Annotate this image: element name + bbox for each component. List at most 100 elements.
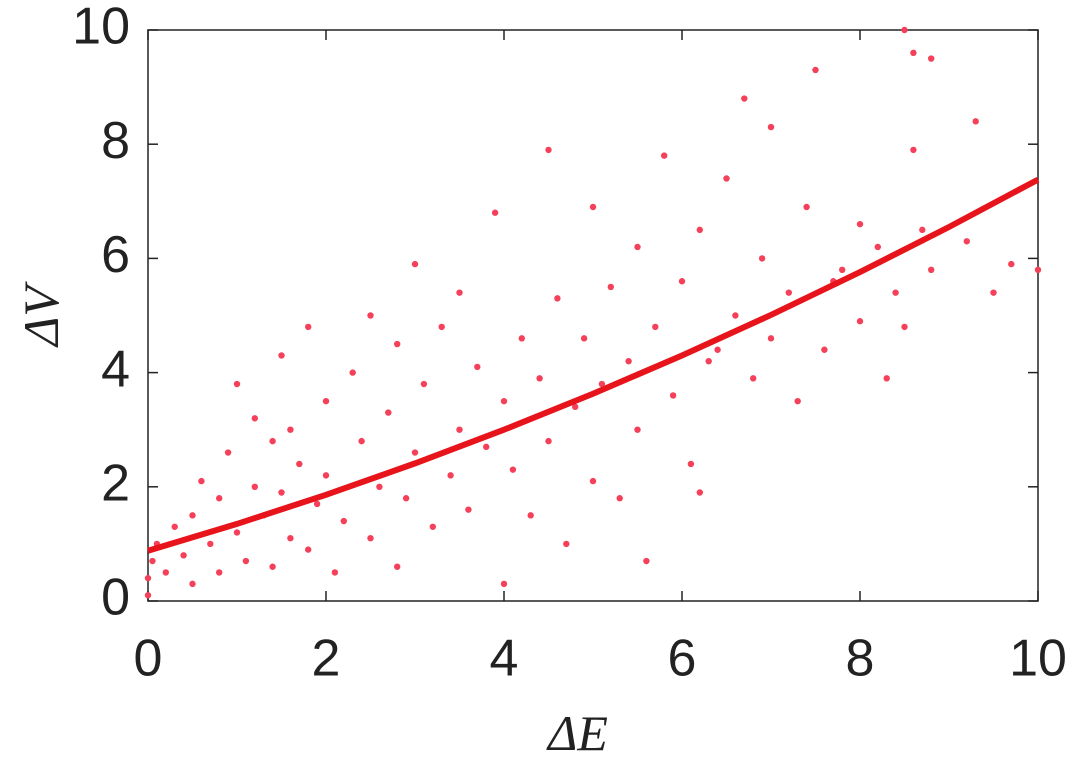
scatter-point bbox=[149, 557, 156, 565]
scatter-point bbox=[465, 506, 472, 513]
x-tick-label: 8 bbox=[846, 630, 875, 688]
scatter-point bbox=[767, 335, 775, 342]
scatter-point bbox=[376, 483, 383, 490]
scatter-point bbox=[963, 238, 970, 245]
scatter-point bbox=[394, 563, 401, 570]
scatter-point bbox=[207, 540, 214, 548]
scatter-point bbox=[990, 289, 997, 296]
scatter-point bbox=[385, 409, 392, 416]
scatter-point bbox=[420, 380, 428, 388]
y-tick-label: 6 bbox=[101, 226, 130, 284]
scatter-point bbox=[189, 512, 196, 519]
scatter-point bbox=[269, 563, 276, 570]
scatter-point bbox=[696, 489, 703, 496]
scatter-point bbox=[856, 318, 864, 325]
scatter-point bbox=[661, 152, 668, 159]
x-tick-label: 10 bbox=[1009, 630, 1067, 688]
x-tick-label: 6 bbox=[668, 630, 697, 688]
scatter-point bbox=[242, 557, 250, 565]
y-tick-label: 8 bbox=[101, 112, 130, 170]
scatter-point bbox=[883, 375, 890, 382]
scatter-point bbox=[180, 552, 187, 559]
scatter-point bbox=[447, 472, 454, 479]
scatter-point bbox=[545, 437, 552, 445]
scatter-point bbox=[305, 546, 312, 553]
scatter-point bbox=[224, 449, 232, 456]
scatter-point bbox=[803, 203, 810, 211]
scatter-point bbox=[500, 397, 508, 405]
scatter-point bbox=[296, 460, 303, 468]
scatter-point bbox=[358, 437, 365, 445]
plot-frame bbox=[147, 29, 1039, 602]
scatter-point bbox=[901, 323, 908, 331]
y-tick-label: 10 bbox=[72, 0, 130, 56]
scatter-point bbox=[901, 26, 908, 34]
scatter-point bbox=[705, 357, 712, 365]
scatter-point bbox=[794, 397, 801, 405]
fit-line bbox=[147, 176, 1040, 554]
scatter-point bbox=[634, 426, 641, 433]
scatter-point bbox=[589, 477, 597, 485]
scatter-point bbox=[607, 283, 614, 291]
scatter-point bbox=[821, 346, 828, 353]
scatter-point bbox=[669, 392, 677, 399]
scatter-point bbox=[313, 500, 321, 508]
scatter-point bbox=[910, 146, 917, 154]
scatter-point bbox=[767, 123, 775, 131]
scatter-point bbox=[696, 226, 703, 234]
scatter-point bbox=[474, 363, 481, 371]
scatter-point bbox=[162, 569, 169, 576]
scatter-point bbox=[349, 369, 356, 376]
scatter-point bbox=[812, 66, 819, 74]
scatter-point bbox=[643, 557, 650, 565]
y-tick-label: 2 bbox=[101, 455, 130, 513]
scatter-point bbox=[322, 397, 330, 405]
x-tick-label: 4 bbox=[490, 630, 519, 688]
scatter-point bbox=[305, 323, 312, 331]
y-tick-label: 4 bbox=[101, 340, 130, 398]
scatter-point bbox=[1034, 266, 1042, 274]
scatter-point bbox=[536, 375, 543, 382]
scatter-point bbox=[678, 278, 686, 285]
scatter-point bbox=[189, 580, 196, 588]
scatter-point bbox=[322, 472, 330, 479]
scatter-point bbox=[652, 323, 659, 331]
scatter-point bbox=[331, 569, 339, 576]
scatter-point bbox=[625, 357, 632, 365]
scatter-point bbox=[634, 243, 641, 251]
scatter-point bbox=[563, 540, 570, 548]
scatter-point bbox=[340, 517, 347, 525]
scatter-point bbox=[741, 95, 748, 102]
scatter-point bbox=[278, 352, 285, 359]
x-tick-label: 0 bbox=[134, 630, 163, 688]
scatter-point bbox=[402, 495, 410, 502]
x-axis-label: ΔE bbox=[546, 705, 608, 761]
scatter-point bbox=[216, 569, 223, 576]
scatter-point bbox=[367, 534, 374, 542]
scatter-point bbox=[518, 335, 525, 342]
scatter-point bbox=[491, 209, 499, 216]
scatter-point bbox=[233, 380, 241, 388]
scatter-point bbox=[554, 295, 561, 302]
scatter-point bbox=[785, 289, 792, 296]
scatter-point bbox=[269, 437, 276, 445]
scatter-point bbox=[714, 346, 721, 353]
scatter-point bbox=[972, 118, 979, 125]
scatter-point bbox=[758, 255, 766, 262]
scatter-point bbox=[509, 466, 517, 473]
scatter-point bbox=[216, 495, 223, 502]
scatter-point bbox=[919, 226, 926, 234]
scatter-point bbox=[580, 335, 588, 342]
scatter-point bbox=[723, 175, 730, 182]
scatter-point bbox=[144, 574, 152, 582]
scatter-point bbox=[171, 523, 178, 530]
scatter-point bbox=[411, 449, 419, 456]
scatter-point bbox=[287, 534, 294, 542]
scatter-point bbox=[287, 426, 294, 433]
scatter-point bbox=[367, 312, 374, 319]
scatter-point bbox=[438, 323, 445, 331]
y-axis-label: ΔV bbox=[13, 281, 69, 348]
scatter-point bbox=[394, 340, 401, 348]
scatter-point bbox=[500, 580, 508, 588]
